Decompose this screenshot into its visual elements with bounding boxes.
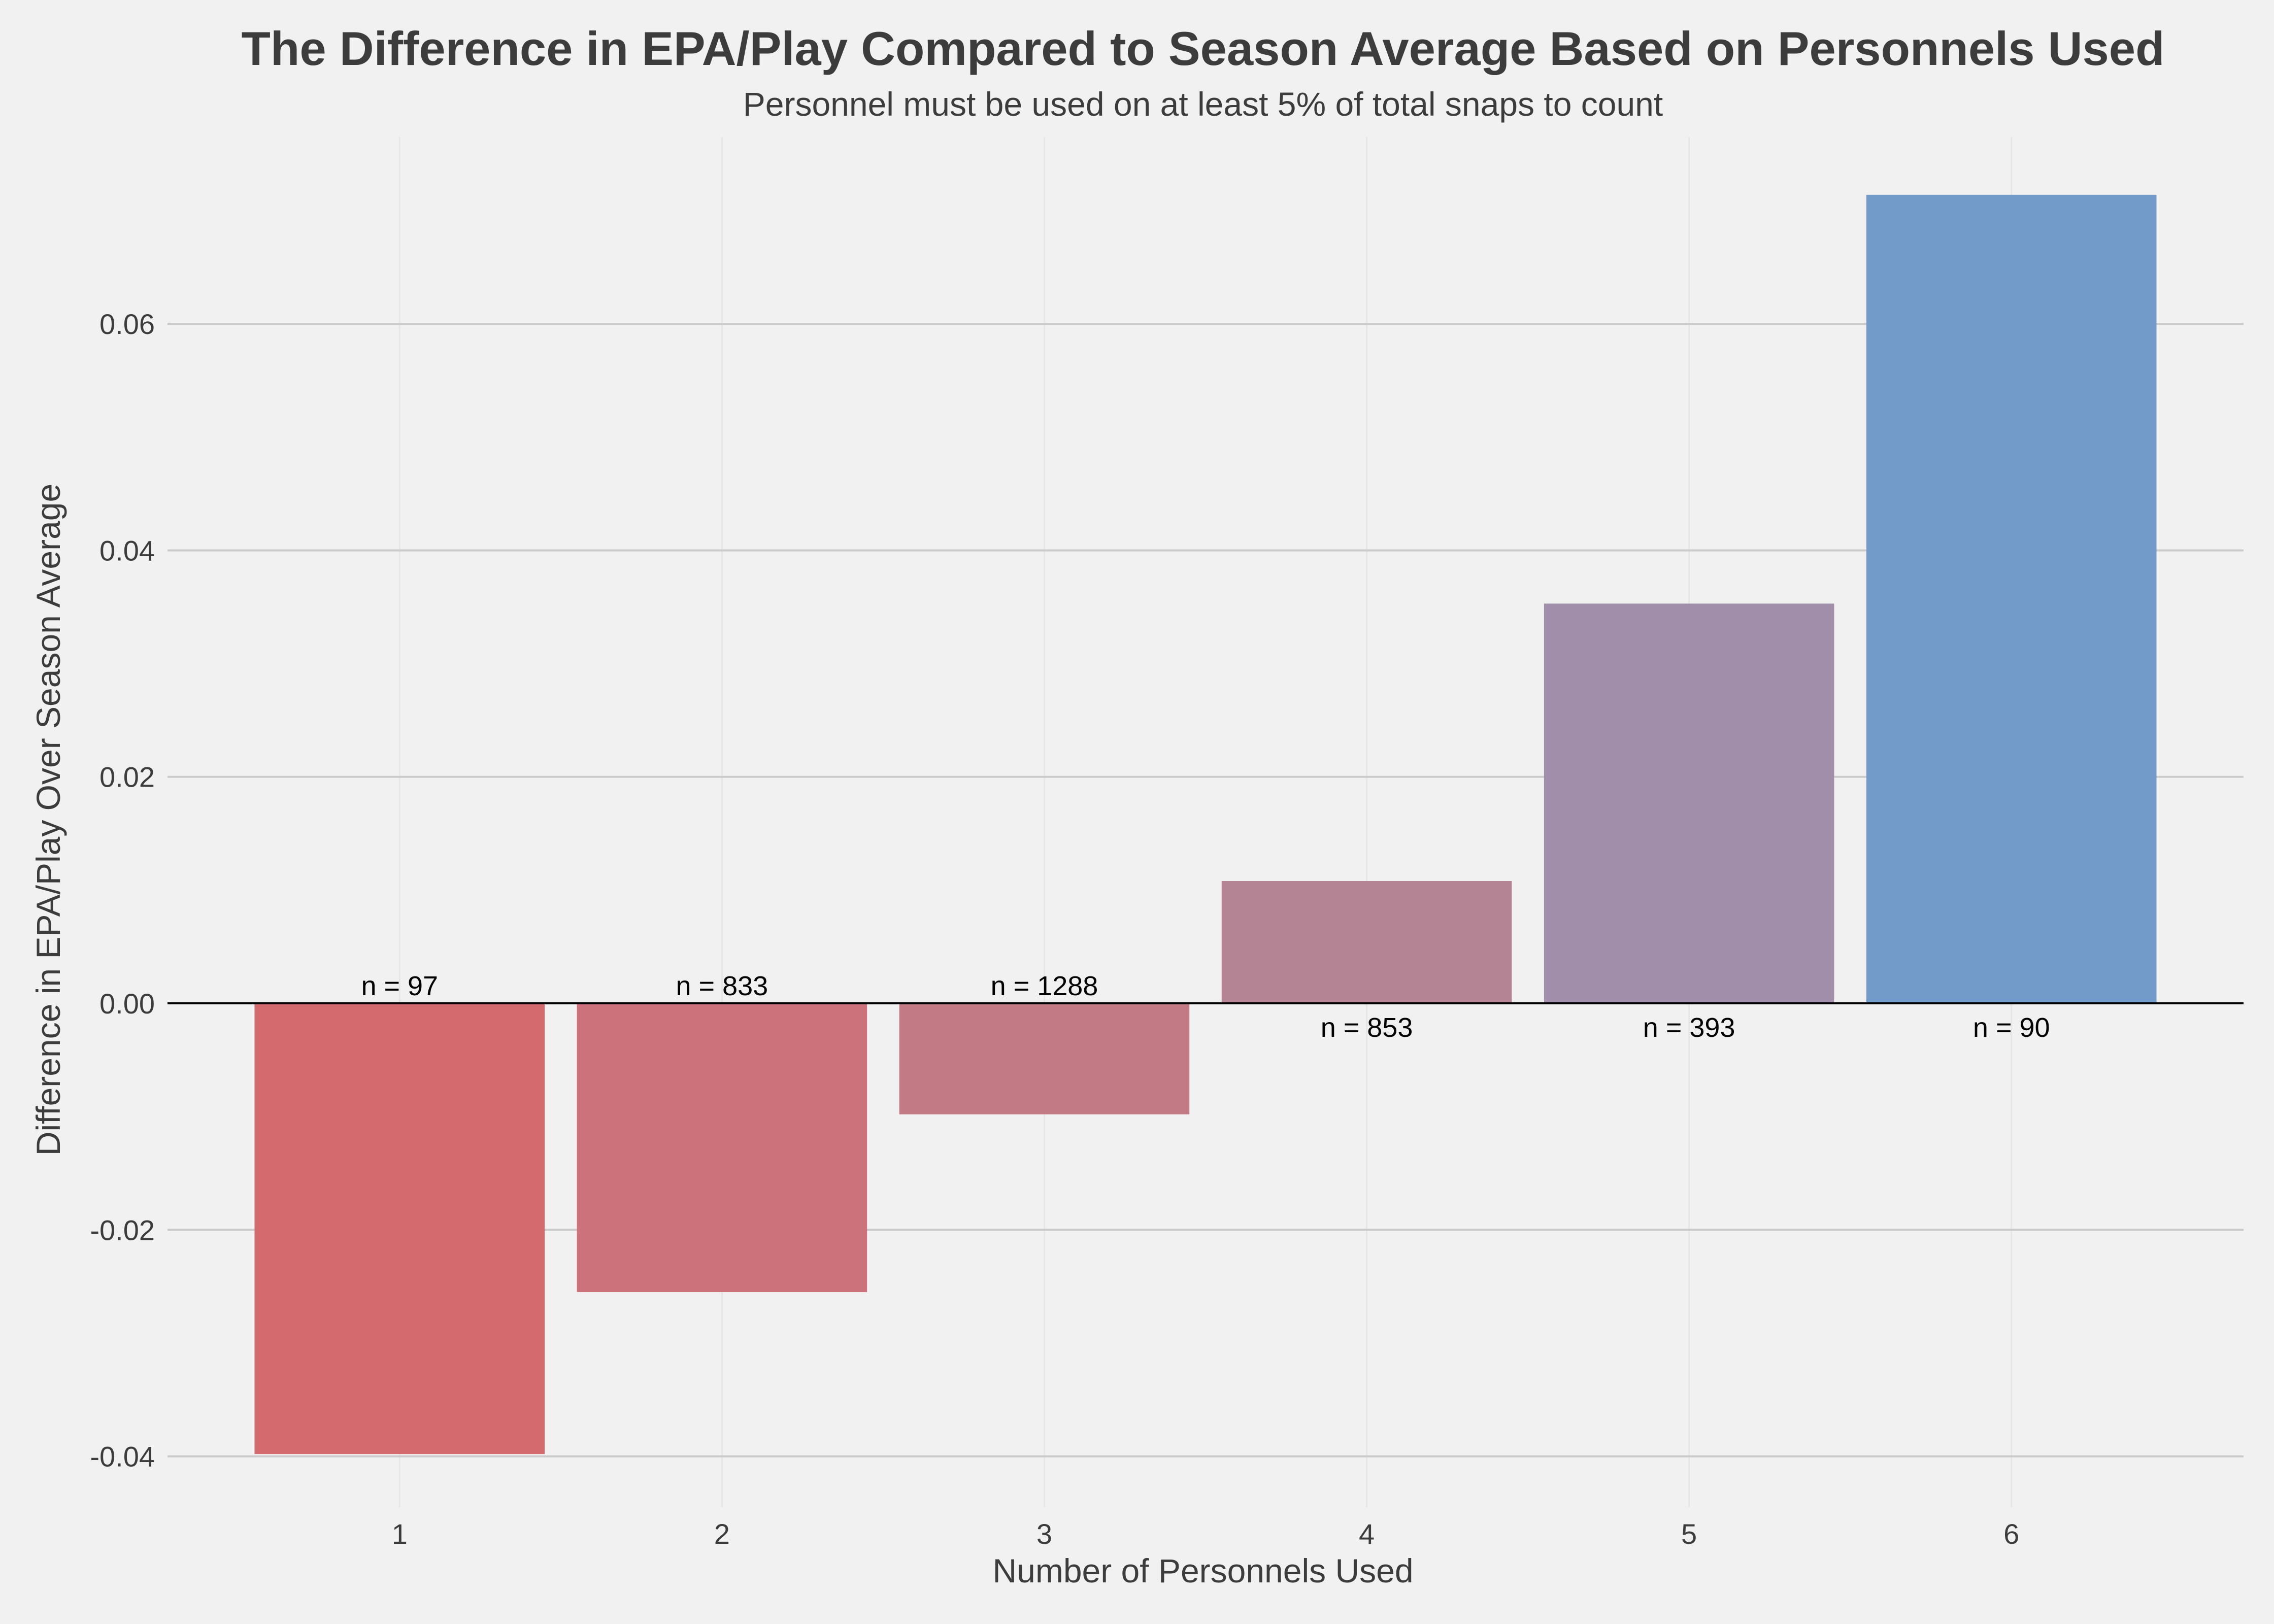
x-tick-label: 4 xyxy=(1359,1518,1375,1550)
bars xyxy=(254,194,2157,1454)
bar-data-label: n = 1288 xyxy=(991,971,1098,1001)
chart-subtitle: Personnel must be used on at least 5% of… xyxy=(743,85,1663,123)
y-tick-label: -0.04 xyxy=(90,1441,155,1473)
y-tick-label: -0.02 xyxy=(90,1214,155,1246)
bar xyxy=(1866,194,2157,1004)
x-tick-label: 1 xyxy=(392,1518,408,1550)
y-tick-label: 0.06 xyxy=(99,308,155,340)
bar xyxy=(577,1003,867,1293)
y-tick-label: 0.04 xyxy=(99,534,155,566)
y-tick-label: 0.00 xyxy=(99,988,155,1020)
bar-data-label: n = 97 xyxy=(361,971,438,1001)
bar xyxy=(1221,881,1512,1004)
y-axis-label: Difference in EPA/Play Over Season Avera… xyxy=(29,484,67,1156)
y-axis-ticks: -0.04 -0.02 0.00 0.02 0.04 0.06 xyxy=(90,308,155,1472)
x-tick-label: 6 xyxy=(2003,1518,2019,1550)
bar-data-label: n = 853 xyxy=(1321,1012,1413,1043)
data-labels: n = 97 n = 833 n = 1288 n = 853 n = 393 n = 9… xyxy=(361,971,2050,1043)
x-tick-label: 3 xyxy=(1036,1518,1052,1550)
y-tick-label: 0.02 xyxy=(99,761,155,793)
x-axis-label: Number of Personnels Used xyxy=(992,1552,1413,1589)
x-tick-label: 5 xyxy=(1681,1518,1697,1550)
bar xyxy=(1544,603,1834,1004)
bar-data-label: n = 833 xyxy=(676,971,768,1001)
x-tick-label: 2 xyxy=(714,1518,730,1550)
bar-data-label: n = 393 xyxy=(1643,1012,1735,1043)
bar-data-label: n = 90 xyxy=(1973,1012,2050,1043)
bar xyxy=(254,1003,545,1454)
chart-title: The Difference in EPA/Play Compared to S… xyxy=(241,22,2164,75)
bar xyxy=(899,1003,1190,1114)
x-axis-ticks: 1 2 3 4 5 6 xyxy=(392,1518,2020,1550)
